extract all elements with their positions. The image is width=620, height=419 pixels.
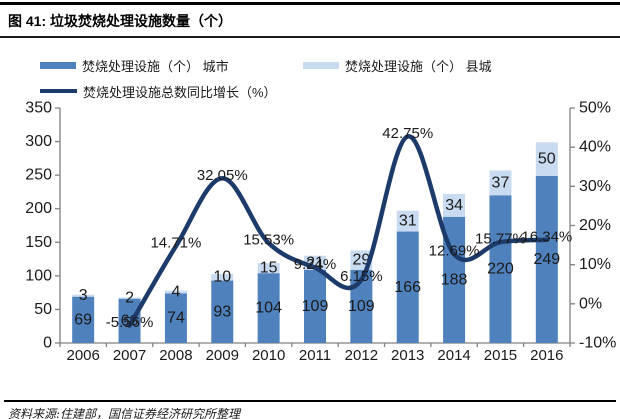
county-bar-segment <box>164 290 187 294</box>
county-bar-segment <box>443 193 466 217</box>
county-bar-value-label: 15 <box>260 260 278 277</box>
city-bar-value-label: 249 <box>533 251 560 268</box>
city-bar-segment <box>257 273 280 343</box>
left-axis-tick-label: 0 <box>43 335 52 352</box>
right-axis-tick-label: 20% <box>579 217 611 234</box>
county-bar-value-label: 29 <box>352 252 370 269</box>
county-bar-value-label: 37 <box>492 174 510 191</box>
growth-point-label: 32.05% <box>197 167 248 184</box>
county-bar-segment <box>396 210 419 232</box>
city-bar-segment <box>118 298 141 343</box>
x-axis-category-label: 2010 <box>252 347 285 364</box>
county-bar-segment <box>257 263 280 274</box>
growth-point-label: 9.24% <box>294 256 337 273</box>
growth-point-label: 15.53% <box>243 232 294 249</box>
x-axis-category-label: 2011 <box>299 347 331 364</box>
x-axis-category-label: 2008 <box>159 347 192 364</box>
county-bar-value-label: 31 <box>399 213 417 230</box>
x-axis-category-label: 2016 <box>530 347 563 364</box>
legend-label-city: 焚烧处理设施（个） 城市 <box>82 58 229 74</box>
county-bar-segment <box>489 170 512 196</box>
left-axis-tick-label: 300 <box>25 133 52 150</box>
x-axis-category-label: 2009 <box>206 347 239 364</box>
county-bar-value-label: 34 <box>445 197 463 214</box>
left-axis-tick-label: 350 <box>25 100 52 117</box>
county-bar-segment <box>211 273 234 281</box>
left-axis-tick-label: 50 <box>34 301 52 318</box>
city-bar-segment <box>72 296 95 343</box>
growth-point-label: 14.71% <box>150 235 201 252</box>
county-bar-value-label: 2 <box>125 290 134 307</box>
growth-point-label: -5.56% <box>106 314 154 331</box>
right-axis-tick-label: 50% <box>579 100 611 117</box>
city-bar-value-label: 69 <box>74 311 92 328</box>
city-bar-segment <box>396 231 419 343</box>
city-bar-value-label: 109 <box>348 298 375 315</box>
x-axis-category-label: 2014 <box>437 347 470 364</box>
county-bar-value-label: 4 <box>171 283 180 300</box>
county-bar-value-label: 3 <box>79 287 88 304</box>
title-divider <box>0 36 620 38</box>
city-bar-swatch <box>40 61 76 69</box>
x-axis-category-label: 2015 <box>484 347 517 364</box>
growth-point-label: 16.34% <box>521 228 572 245</box>
city-bar-value-label: 93 <box>213 303 231 320</box>
legend-item-city: 焚烧处理设施（个） 城市 <box>40 56 229 74</box>
x-axis-category-label: 2013 <box>391 347 424 364</box>
county-bar-value-label: 50 <box>538 151 556 168</box>
city-bar-value-label: 109 <box>302 298 329 315</box>
county-bar-segment <box>72 294 95 297</box>
legend-item-growth: 焚烧处理设施总数同比增长（%） <box>40 82 277 100</box>
legend-item-county: 焚烧处理设施（个） 县城 <box>303 56 492 74</box>
growth-line <box>127 134 550 328</box>
city-bar-segment <box>211 280 234 343</box>
x-axis-category-label: 2007 <box>113 347 146 364</box>
county-bar-value-label: 10 <box>213 269 231 286</box>
figure-top-rule <box>0 2 620 5</box>
county-bar-swatch <box>303 61 339 69</box>
city-bar-value-label: 104 <box>255 300 282 317</box>
city-bar-segment <box>489 195 512 343</box>
city-bar-segment <box>304 269 326 343</box>
legend-label-growth: 焚烧处理设施总数同比增长（%） <box>83 84 277 100</box>
county-bar-segment <box>118 297 141 299</box>
city-bar-value-label: 220 <box>487 261 514 278</box>
right-axis-tick-label: -10% <box>579 335 616 352</box>
growth-point-label: 12.69% <box>429 243 480 260</box>
growth-point-label: 42.75% <box>382 125 433 142</box>
left-axis-tick-label: 150 <box>25 234 52 251</box>
left-axis-tick-label: 250 <box>25 167 52 184</box>
source-note: 资料来源:住建部，国信证券经济研究所整理 <box>8 407 241 419</box>
legend-label-county: 焚烧处理设施（个） 县城 <box>345 58 492 74</box>
city-bar-segment <box>164 293 187 343</box>
city-bar-segment <box>535 175 558 343</box>
figure-title: 图 41: 垃圾焚烧处理设施数量（个） <box>8 13 233 29</box>
growth-point-label: 15.77% <box>475 231 526 248</box>
right-axis-tick-label: 10% <box>579 256 611 273</box>
left-axis-tick-label: 200 <box>25 200 52 217</box>
footer-rule <box>4 400 616 402</box>
x-axis-category-label: 2006 <box>66 347 99 364</box>
x-axis-category-label: 2012 <box>345 347 378 364</box>
growth-line-swatch <box>40 89 77 93</box>
county-bar-segment <box>535 142 558 176</box>
city-bar-value-label: 74 <box>167 310 185 327</box>
right-axis-tick-label: 40% <box>579 139 611 156</box>
left-axis-tick-label: 100 <box>25 267 52 284</box>
city-bar-value-label: 166 <box>394 279 421 296</box>
right-axis-tick-label: 30% <box>579 178 611 195</box>
growth-point-label: 6.15% <box>340 268 383 285</box>
city-bar-value-label: 188 <box>441 271 468 288</box>
right-axis-tick-label: 0% <box>579 295 602 312</box>
